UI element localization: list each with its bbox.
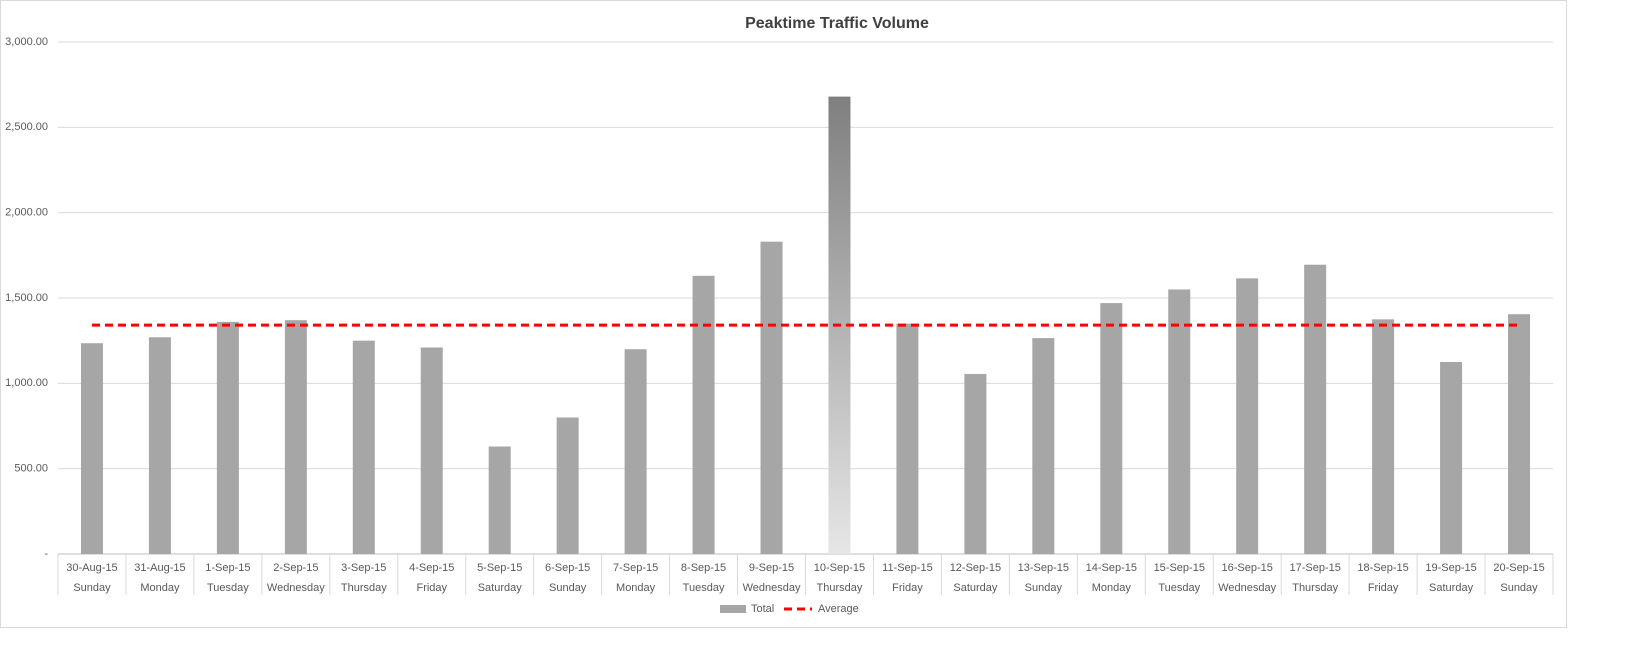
x-tick-sublabel: Tuesday <box>207 582 249 594</box>
bar <box>1508 314 1531 554</box>
bar <box>1236 278 1259 554</box>
bar <box>964 373 987 554</box>
bar <box>896 323 919 554</box>
x-tick-label: 5-Sep-15 <box>477 562 522 574</box>
y-tick-label: 1,500.00 <box>5 292 48 304</box>
x-tick-sublabel: Thursday <box>1292 582 1338 594</box>
bar <box>488 446 511 554</box>
x-tick-sublabel: Monday <box>140 582 180 594</box>
x-tick-label: 11-Sep-15 <box>882 562 933 574</box>
y-tick-label: 3,000.00 <box>5 36 48 48</box>
legend-label: Average <box>818 603 859 615</box>
x-tick-sublabel: Wednesday <box>1218 582 1276 594</box>
y-tick-label: 2,500.00 <box>5 121 48 133</box>
legend-label: Total <box>751 603 774 615</box>
bar <box>216 321 239 554</box>
bar <box>1304 264 1327 554</box>
y-tick-label: 500.00 <box>14 463 48 475</box>
bar <box>1168 289 1191 554</box>
bar <box>624 349 647 554</box>
x-tick-sublabel: Thursday <box>817 582 863 594</box>
x-tick-label: 30-Aug-15 <box>66 562 117 574</box>
bar <box>692 275 715 554</box>
x-tick-sublabel: Saturday <box>478 582 523 594</box>
x-tick-sublabel: Thursday <box>341 582 387 594</box>
x-tick-sublabel: Wednesday <box>743 582 801 594</box>
x-tick-label: 31-Aug-15 <box>134 562 185 574</box>
x-tick-sublabel: Sunday <box>1500 582 1538 594</box>
y-tick-label: 1,000.00 <box>5 377 48 389</box>
x-tick-sublabel: Monday <box>616 582 656 594</box>
x-tick-sublabel: Monday <box>1092 582 1132 594</box>
bar <box>556 417 579 554</box>
bar <box>148 337 171 554</box>
legend-swatch <box>720 605 746 613</box>
bar <box>1100 303 1123 554</box>
x-tick-label: 4-Sep-15 <box>409 562 454 574</box>
x-tick-sublabel: Friday <box>1368 582 1399 594</box>
x-tick-label: 10-Sep-15 <box>814 562 865 574</box>
x-tick-sublabel: Sunday <box>1025 582 1063 594</box>
x-tick-sublabel: Sunday <box>73 582 111 594</box>
x-tick-label: 2-Sep-15 <box>273 562 318 574</box>
x-tick-label: 18-Sep-15 <box>1357 562 1408 574</box>
x-tick-label: 19-Sep-15 <box>1425 562 1476 574</box>
bar <box>80 343 103 554</box>
bar <box>1372 319 1395 554</box>
x-tick-label: 13-Sep-15 <box>1018 562 1069 574</box>
x-tick-label: 12-Sep-15 <box>950 562 1001 574</box>
chart-title: Peaktime Traffic Volume <box>745 15 929 32</box>
bar <box>1032 338 1055 554</box>
y-tick-label: 2,000.00 <box>5 207 48 219</box>
x-tick-label: 16-Sep-15 <box>1222 562 1273 574</box>
x-tick-sublabel: Saturday <box>953 582 998 594</box>
x-tick-sublabel: Sunday <box>549 582 587 594</box>
bar <box>1440 362 1463 554</box>
x-tick-sublabel: Saturday <box>1429 582 1474 594</box>
x-tick-sublabel: Friday <box>892 582 923 594</box>
x-tick-label: 15-Sep-15 <box>1154 562 1205 574</box>
x-tick-sublabel: Friday <box>416 582 447 594</box>
x-tick-label: 9-Sep-15 <box>749 562 794 574</box>
x-tick-label: 3-Sep-15 <box>341 562 386 574</box>
x-tick-label: 6-Sep-15 <box>545 562 590 574</box>
y-tick-label: - <box>44 548 48 560</box>
x-tick-label: 8-Sep-15 <box>681 562 726 574</box>
x-tick-sublabel: Tuesday <box>683 582 725 594</box>
x-tick-label: 20-Sep-15 <box>1493 562 1544 574</box>
x-tick-label: 7-Sep-15 <box>613 562 658 574</box>
x-tick-sublabel: Tuesday <box>1158 582 1200 594</box>
x-tick-label: 17-Sep-15 <box>1289 562 1340 574</box>
bar <box>420 347 443 554</box>
x-tick-sublabel: Wednesday <box>267 582 325 594</box>
x-tick-label: 14-Sep-15 <box>1086 562 1137 574</box>
bar <box>284 320 307 554</box>
x-tick-label: 1-Sep-15 <box>205 562 250 574</box>
bar <box>352 340 375 554</box>
bar <box>760 241 783 554</box>
